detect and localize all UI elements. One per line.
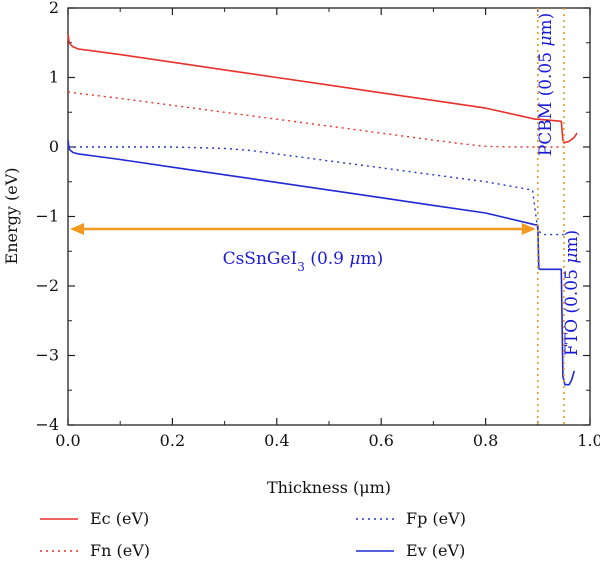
legend: Ec (eV) Fn (eV) Fp (eV) Ev (eV) <box>40 509 466 560</box>
series-layer <box>67 34 578 386</box>
series-line-fp-ev <box>68 146 564 236</box>
plot-frame <box>67 7 591 426</box>
legend-label: Fn (eV) <box>90 541 150 560</box>
series-line-ec-ev <box>67 34 578 144</box>
layer-label-absorber: CsSnGeI3 (0.9 μm) <box>223 249 384 274</box>
overlay-layer: CsSnGeI3 (0.9 μm) PCBM (0.05 μm) FTO (0.05… <box>70 8 582 425</box>
layer-label: FTO (0.05 μm) <box>562 230 582 356</box>
plot-border <box>67 7 591 426</box>
legend-label: Ec (eV) <box>90 509 149 528</box>
y-tick-label: 1 <box>49 68 59 87</box>
series-line-ev-ev <box>67 140 576 386</box>
y-tick-label: 2 <box>49 0 59 17</box>
y-tick-label: −3 <box>35 346 59 365</box>
x-tick-label: 0.8 <box>473 431 498 450</box>
legend-label: Ev (eV) <box>406 541 465 560</box>
y-axis-title: Energy (eV) <box>2 168 21 265</box>
x-tick-label: 1.0 <box>577 431 600 450</box>
y-tick-label: −2 <box>35 276 59 295</box>
y-tick-label: −1 <box>35 207 59 226</box>
thickness-arrow-head-left <box>70 223 84 236</box>
legend-label: Fp (eV) <box>406 509 466 528</box>
x-tick-label: 0.4 <box>264 431 289 450</box>
thickness-arrow-head-right <box>521 223 536 236</box>
y-tick-label: 0 <box>49 137 59 156</box>
x-tick-label: 0.2 <box>160 431 185 450</box>
x-axis-title: Thickness (μm) <box>267 478 391 497</box>
y-tick-label: −4 <box>35 415 59 434</box>
layer-label: PCBM (0.05 μm) <box>536 13 556 156</box>
x-tick-label: 0.6 <box>368 431 393 450</box>
axis-ticks: 0.0 0.2 0.4 0.6 0.8 1.0 −4 −3 −2 −1 0 1 2 <box>35 0 600 450</box>
x-tick-label: 0.0 <box>55 431 80 450</box>
series-line-fn-ev <box>67 91 564 148</box>
